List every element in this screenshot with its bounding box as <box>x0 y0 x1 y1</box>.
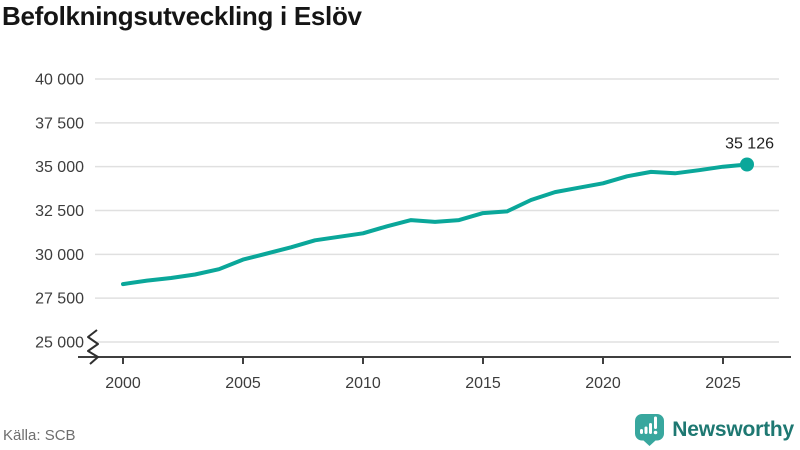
latest-value-dot <box>740 157 754 172</box>
x-tick-label: 2015 <box>465 375 501 392</box>
source-label: Källa: SCB <box>3 427 76 444</box>
page-title: Befolkningsutveckling i Eslöv <box>2 1 362 31</box>
population-line <box>121 162 749 287</box>
y-tick-label: 30 000 <box>35 247 84 264</box>
newsworthy-logo-link[interactable]: Newsworthy <box>634 413 794 447</box>
gridlines <box>95 78 779 343</box>
y-tick-label: 27 500 <box>35 291 84 308</box>
y-tick-label: 32 500 <box>35 203 84 220</box>
y-tick-label: 35 000 <box>35 159 84 176</box>
y-axis-break-icon <box>87 329 99 365</box>
newsworthy-wordmark: Newsworthy <box>672 418 794 441</box>
x-tick-label: 2000 <box>105 375 141 392</box>
x-tick-label: 2025 <box>705 375 741 392</box>
exclamation-bar <box>654 416 658 429</box>
latest-value-label: 35 126 <box>725 136 774 153</box>
y-tick-label: 37 500 <box>35 115 84 132</box>
bar-large <box>649 423 653 434</box>
exclamation-dot <box>653 430 658 435</box>
x-tick-label: 2010 <box>345 375 381 392</box>
bar-small <box>640 429 644 434</box>
y-axis-labels: 40 000 37 500 35 000 32 500 30 000 27 500 25 0… <box>35 72 84 352</box>
x-axis-ticks <box>122 357 725 364</box>
x-axis-labels: 2000 2005 2010 2015 2020 2025 <box>105 375 741 392</box>
y-tick-label: 40 000 <box>35 72 84 89</box>
x-tick-label: 2020 <box>585 375 621 392</box>
bar-medium <box>644 426 648 434</box>
x-tick-label: 2005 <box>225 375 261 392</box>
y-tick-label: 25 000 <box>35 335 84 352</box>
newsworthy-logo-icon <box>635 414 665 446</box>
